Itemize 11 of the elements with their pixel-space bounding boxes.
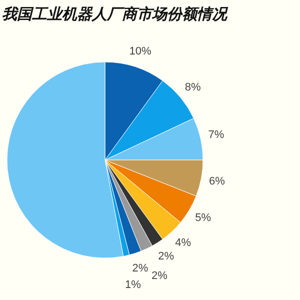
data-label: 8% [184,81,202,94]
data-label: 1% [124,278,142,291]
data-label: 5% [195,212,212,224]
data-label: 7% [208,129,224,142]
data-label: 4% [175,237,192,250]
chart-title: 我国工业机器人厂商市场份额情况 [2,5,229,23]
data-label: 2% [152,270,168,282]
data-label: 6% [209,175,226,188]
data-label: 2% [158,250,174,262]
data-label: 10% [129,46,152,58]
data-label: 2% [132,262,148,274]
